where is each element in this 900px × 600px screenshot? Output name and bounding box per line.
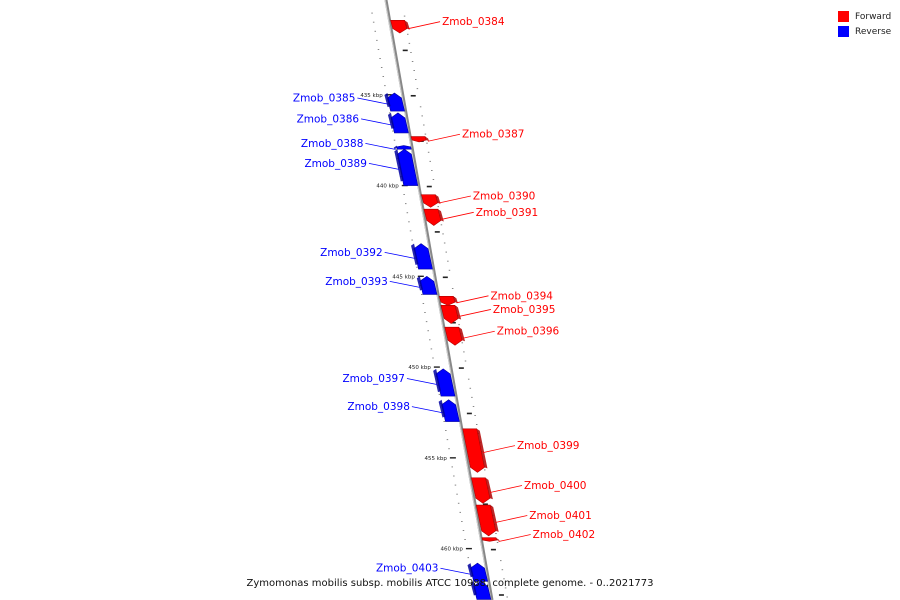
gene-leader-line — [411, 406, 442, 414]
legend-label-forward: Forward — [855, 11, 892, 22]
gene-leader-line — [441, 211, 474, 220]
gene-leader-line — [406, 378, 438, 385]
gene-labels[interactable]: Zmob_0384 Zmob_0385 Zmob_0386 Zmob_0387 Zmob… — [293, 16, 595, 575]
gene-arrow-shade — [485, 477, 493, 500]
gene-label[interactable]: Zmob_0393 — [325, 276, 387, 288]
gene-arrow[interactable] — [410, 136, 427, 143]
gene-arrow[interactable] — [396, 145, 412, 150]
gene-arrow[interactable] — [481, 537, 498, 542]
gene-arrow[interactable] — [390, 20, 408, 34]
gene-arrow[interactable] — [440, 305, 459, 324]
kbp-tick-label: 460 kbp — [441, 547, 464, 553]
gene-arrow[interactable] — [473, 580, 492, 600]
gene-arrow[interactable] — [413, 243, 433, 270]
gene-label[interactable]: Zmob_0390 — [473, 190, 535, 202]
gene-label[interactable]: Zmob_0397 — [342, 373, 404, 385]
gene-leader-line — [365, 143, 396, 150]
gene-label[interactable]: Zmob_0394 — [490, 290, 553, 302]
gene-label[interactable]: Zmob_0400 — [524, 480, 586, 492]
gene-label[interactable]: Zmob_0391 — [476, 207, 538, 219]
gene-arrow-shade — [411, 243, 419, 266]
legend-label-reverse: Reverse — [855, 26, 892, 37]
gene-arrow-shade — [393, 145, 398, 149]
gene-arrow[interactable] — [390, 112, 409, 134]
genome-backbone — [384, 0, 494, 600]
gene-arrow[interactable] — [462, 428, 485, 473]
gene-leader-line — [427, 133, 461, 142]
gene-leader-line — [368, 162, 400, 170]
kbp-tick-label: 450 kbp — [408, 365, 431, 371]
gene-arrow[interactable] — [475, 504, 497, 537]
gene-label[interactable]: Zmob_0403 — [376, 563, 438, 575]
gene-arrow[interactable] — [387, 92, 406, 112]
strand-legend: Forward Reverse — [838, 9, 891, 39]
gene-leader-line — [495, 515, 528, 523]
kbp-tick-label: 440 kbp — [376, 184, 399, 190]
gene-arrow-shade — [404, 20, 410, 30]
gene-arrow-shade — [425, 136, 430, 142]
gene-arrow[interactable] — [423, 208, 442, 226]
forward-swatch — [838, 11, 849, 22]
kbp-tick-label: 445 kbp — [392, 274, 415, 280]
gene-leader-line — [489, 485, 523, 493]
gene-leader-line — [438, 195, 471, 204]
gene-arrow[interactable] — [419, 275, 438, 295]
gene-arrow-shade — [438, 399, 446, 418]
gene-arrow[interactable] — [435, 368, 456, 397]
legend-item-forward: Forward — [838, 9, 891, 24]
gene-leader-line — [360, 118, 392, 126]
gene-label[interactable]: Zmob_0387 — [462, 129, 524, 141]
gene-leader-line — [458, 309, 491, 317]
gene-leader-line — [440, 567, 471, 575]
gene-leader-line — [482, 445, 516, 453]
gene-arrow[interactable] — [438, 295, 456, 306]
gene-arrow-shade — [416, 276, 424, 291]
gene-label[interactable]: Zmob_0399 — [517, 440, 579, 452]
gene-arrow-shade — [433, 368, 441, 393]
reverse-swatch — [838, 26, 849, 37]
gene-label[interactable]: Zmob_0392 — [320, 247, 382, 259]
gene-arrow[interactable] — [444, 326, 463, 346]
gene-leader-line — [357, 97, 388, 105]
gene-arrow-shade — [467, 563, 474, 578]
gene-label[interactable]: Zmob_0401 — [529, 510, 591, 522]
gene-leader-line — [498, 534, 531, 542]
genome-caption: Zymomonas mobilis subsp. mobilis ATCC 10… — [246, 578, 654, 589]
gene-arrow-shade — [384, 92, 391, 108]
gene-arrow-shade — [435, 194, 441, 204]
gene-arrow-shade — [453, 296, 458, 304]
gene-label[interactable]: Zmob_0402 — [533, 529, 595, 541]
gene-arrow-shade — [394, 149, 404, 182]
kbp-tick-label: 435 kbp — [360, 93, 383, 99]
gene-leader-line — [389, 280, 420, 288]
gene-label[interactable]: Zmob_0386 — [297, 113, 360, 125]
gene-arrow-shade — [476, 428, 488, 469]
gene-leader-line — [462, 330, 495, 339]
genome-backbone-highlight — [384, 0, 492, 600]
scale-ticks: 435 kbp 440 kbp 445 kbp 450 kbp 455 kbp 460 k… — [360, 93, 472, 553]
gene-label[interactable]: Zmob_0385 — [293, 93, 355, 105]
kbp-tick-label: 455 kbp — [424, 456, 447, 462]
gene-arrow-shade — [495, 537, 500, 542]
gene-arrow[interactable] — [420, 194, 438, 208]
gene-arrow-shade — [490, 505, 499, 532]
gene-leader-line — [407, 21, 441, 30]
gene-leader-line — [456, 295, 489, 304]
gene-label[interactable]: Zmob_0384 — [442, 16, 505, 28]
gene-label[interactable]: Zmob_0389 — [304, 158, 366, 170]
gene-label[interactable]: Zmob_0395 — [493, 304, 555, 316]
gene-arrow[interactable] — [441, 399, 460, 422]
gene-label[interactable]: Zmob_0388 — [301, 138, 363, 150]
gene-arrow-shade — [387, 112, 395, 129]
gene-arrow[interactable] — [471, 477, 491, 504]
gene-arrow-shade — [437, 209, 444, 222]
legend-item-reverse: Reverse — [838, 24, 891, 39]
gene-leader-line — [384, 251, 415, 259]
gene-label[interactable]: Zmob_0398 — [347, 401, 409, 413]
gene-label[interactable]: Zmob_0396 — [497, 326, 560, 338]
gene-track[interactable] — [384, 20, 500, 600]
gene-arrow-shade — [470, 581, 477, 596]
